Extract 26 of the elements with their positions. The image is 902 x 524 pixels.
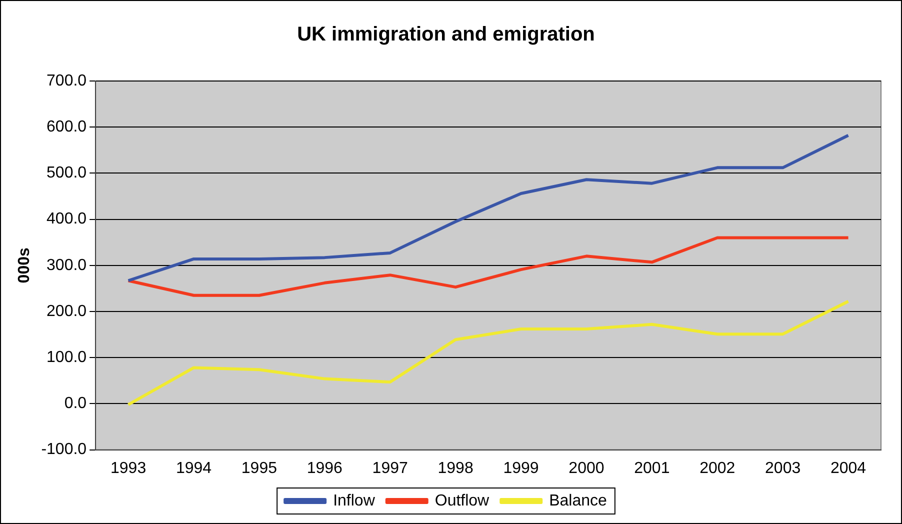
y-tick-label: 400.0 bbox=[46, 210, 87, 228]
y-tick-label: 0.0 bbox=[64, 395, 87, 412]
x-tick-label: 1999 bbox=[503, 460, 539, 477]
legend-label: Inflow bbox=[333, 492, 376, 510]
y-tick-label: 600.0 bbox=[46, 118, 87, 136]
legend-label: Outflow bbox=[434, 492, 490, 510]
x-tick-label: 1994 bbox=[176, 460, 212, 477]
chart-title: UK immigration and emigration bbox=[297, 24, 595, 46]
x-tick-label: 1998 bbox=[438, 460, 474, 477]
y-tick-label: 200.0 bbox=[46, 302, 87, 320]
x-tick-label: 2000 bbox=[568, 460, 604, 477]
x-tick-label: 1995 bbox=[241, 460, 278, 477]
x-tick-label: 2002 bbox=[700, 460, 736, 477]
x-tick-label: 2003 bbox=[765, 460, 801, 477]
y-tick-label: 700.0 bbox=[46, 72, 87, 90]
y-tick-label: 100.0 bbox=[46, 349, 87, 366]
y-tick-label: 300.0 bbox=[46, 256, 87, 274]
x-tick-label: 2001 bbox=[634, 460, 670, 477]
x-tick-label: 2004 bbox=[830, 460, 866, 477]
x-tick-label: 1996 bbox=[306, 460, 343, 477]
x-tick-label: 1993 bbox=[110, 460, 146, 477]
y-tick-label: -100.0 bbox=[41, 441, 87, 458]
x-tick-label: 1997 bbox=[372, 460, 408, 477]
legend-label: Balance bbox=[549, 492, 608, 510]
y-tick-label: 500.0 bbox=[46, 164, 87, 182]
y-axis-title: 000s bbox=[16, 248, 34, 284]
